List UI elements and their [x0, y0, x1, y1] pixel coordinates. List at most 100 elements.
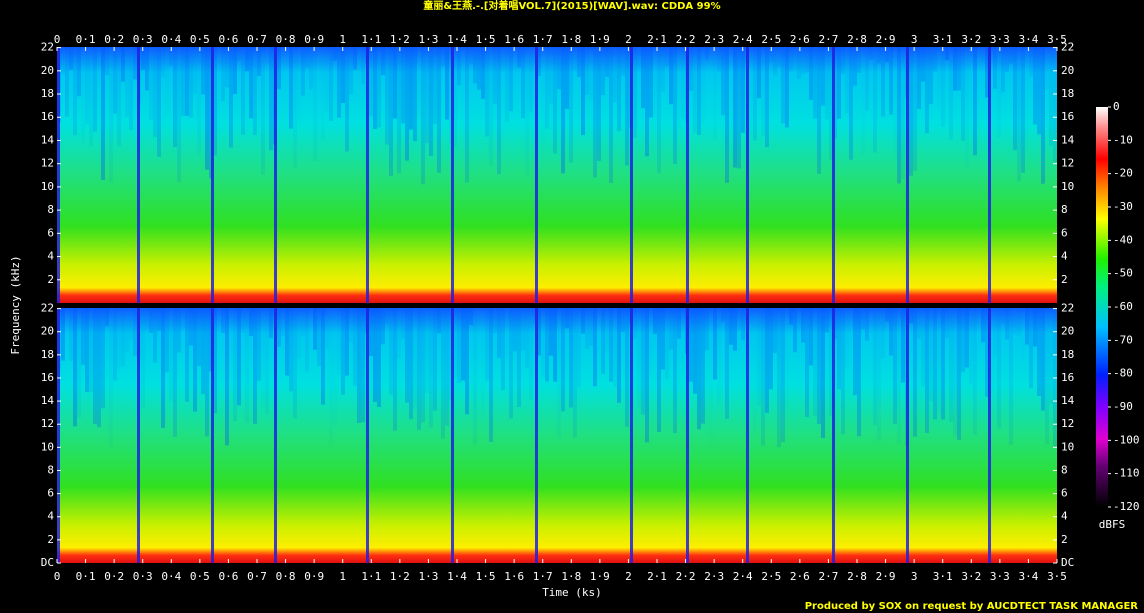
texture [257, 308, 261, 381]
texture [697, 308, 701, 430]
x-tick-label: 0·3 [133, 33, 153, 46]
x-tick-label: 0·1 [76, 570, 96, 583]
texture [809, 47, 813, 100]
y-tick-label: 14 [1061, 133, 1075, 146]
texture [277, 308, 281, 347]
x-tick-label: 1·5 [476, 33, 496, 46]
texture [861, 308, 865, 330]
spectrogram-panel [57, 308, 1057, 563]
texture [369, 308, 373, 356]
texture [713, 47, 717, 139]
track-break [832, 47, 835, 303]
texture [117, 308, 121, 369]
texture [785, 47, 789, 128]
texture [913, 308, 917, 437]
texture [377, 47, 381, 128]
texture [293, 308, 297, 419]
texture [493, 308, 497, 333]
texture [773, 47, 777, 76]
texture [717, 47, 721, 72]
x-tick-label: 0·1 [76, 33, 96, 46]
texture [85, 47, 89, 124]
track-break [686, 308, 689, 563]
track-break [988, 308, 991, 563]
texture [921, 308, 925, 387]
texture [649, 308, 653, 376]
texture [725, 308, 729, 419]
y-tick-label: 18 [41, 87, 54, 100]
x-tick-label: 1 [339, 33, 346, 46]
texture [717, 308, 721, 405]
texture [909, 308, 913, 324]
x-tick-label: 1·4 [447, 570, 467, 583]
texture [589, 308, 593, 346]
texture [737, 47, 741, 169]
x-tick-label: 1·1 [361, 33, 381, 46]
colorbar-tick-label: -10 [1113, 133, 1133, 146]
texture [769, 308, 773, 390]
texture [397, 47, 401, 174]
texture [501, 47, 505, 71]
texture [477, 308, 481, 337]
texture [781, 47, 785, 124]
texture [581, 47, 585, 136]
texture [349, 47, 353, 95]
texture [133, 47, 137, 80]
x-tick-label: 0 [54, 33, 61, 46]
texture [1045, 308, 1049, 445]
y-tick-label: 14 [41, 133, 55, 146]
texture [853, 47, 857, 86]
texture [993, 308, 997, 356]
texture [261, 47, 265, 175]
x-tick-label: 2·7 [818, 570, 838, 583]
track-break [274, 308, 277, 563]
x-tick-label: 1·8 [561, 33, 581, 46]
texture [293, 47, 297, 168]
texture [901, 47, 905, 179]
texture [85, 308, 89, 392]
texture [609, 47, 613, 183]
texture [929, 47, 933, 104]
texture [877, 308, 881, 441]
y-tick-label: 8 [1061, 463, 1068, 476]
texture [793, 47, 797, 71]
texture [749, 47, 753, 139]
texture [665, 47, 669, 67]
x-tick-label: 1·3 [418, 33, 438, 46]
x-tick-label: 2 [625, 570, 632, 583]
texture [173, 47, 177, 147]
texture [237, 47, 241, 61]
texture [845, 308, 849, 367]
texture [569, 47, 573, 163]
texture [353, 308, 357, 386]
x-tick-label: 2·8 [847, 33, 867, 46]
x-tick-label: 2·2 [676, 33, 696, 46]
texture [405, 47, 409, 161]
texture [885, 47, 889, 62]
texture [789, 308, 793, 325]
colorbar-tick-label: -120 [1113, 500, 1140, 513]
texture [981, 47, 985, 63]
texture [621, 308, 625, 333]
y-tick-label: 16 [41, 371, 54, 384]
texture [941, 47, 945, 127]
track-break [988, 47, 991, 303]
texture [181, 47, 185, 116]
texture [573, 308, 577, 438]
y-tick-label: 8 [47, 203, 54, 216]
texture [797, 308, 801, 334]
y-tick-label: 18 [41, 348, 54, 361]
texture [309, 47, 313, 90]
texture [197, 308, 201, 366]
y-tick-label: 8 [1061, 203, 1068, 216]
x-tick-label: 2 [625, 33, 632, 46]
texture [213, 47, 217, 156]
texture [297, 47, 301, 123]
x-tick-label: 2·6 [790, 33, 810, 46]
texture [401, 47, 405, 124]
track-break [535, 47, 538, 303]
colorbar-tick-label: -40 [1113, 233, 1133, 246]
texture [565, 47, 569, 109]
texture [933, 308, 937, 420]
